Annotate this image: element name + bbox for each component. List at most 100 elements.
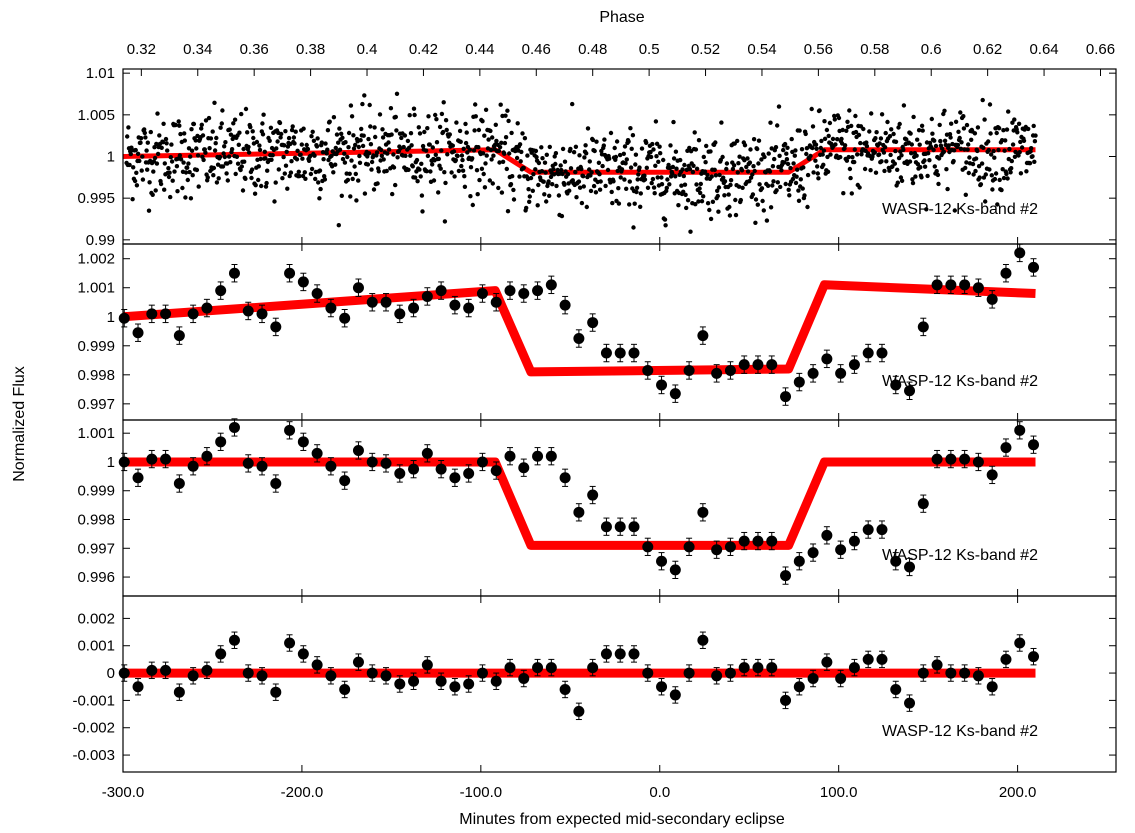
panel-residuals: -0.003 -0.002 -0.001 0 0.001 0.002 WASP-12 Ks-… [72,595,1117,773]
panel-frame [122,419,1117,597]
data-point [710,199,716,204]
data-point [220,108,225,113]
data-point [579,200,585,206]
data-point [228,421,240,433]
data-point [374,150,380,155]
data-point [846,154,851,160]
data-point [705,201,711,206]
data-point [434,140,440,145]
data-point [201,664,213,676]
data-point [191,121,197,127]
data-point [779,168,784,173]
data-point [959,279,971,291]
data-point [656,555,668,567]
data-point [425,126,430,131]
data-point [439,111,445,117]
data-point [160,140,166,145]
data-point [624,186,629,191]
data-point [544,199,549,204]
data-point [476,456,488,468]
data-point [246,144,251,150]
data-point [550,182,555,187]
data-point [751,164,756,169]
data-point [964,160,969,165]
data-point [624,157,629,162]
data-point [277,120,283,126]
data-point [770,183,775,188]
data-point [735,138,740,144]
data-point [917,142,922,147]
data-point [547,193,552,198]
data-point [174,164,180,169]
data-point [882,168,887,174]
data-point [232,117,238,122]
data-point [155,111,160,116]
data-point [463,121,468,127]
data-point [185,165,190,170]
data-point [464,130,469,135]
y-tick-label: 1.01 [86,65,115,82]
data-point [936,156,942,161]
data-point [784,157,790,162]
data-point [629,146,634,151]
data-point [203,150,208,155]
phase-tick-label: 0.54 [747,41,776,58]
data-point [419,193,425,198]
data-point [801,165,806,170]
data-point [435,285,447,297]
data-point [932,164,937,169]
data-point [154,141,159,147]
data-point [742,143,748,148]
data-point [882,145,888,150]
data-point [449,299,461,311]
data-point [636,172,641,177]
data-point [856,132,862,138]
data-point [357,153,362,159]
data-point [581,174,586,179]
data-point [394,308,406,320]
data-point [670,164,676,170]
data-point [242,305,254,317]
data-point [252,191,258,196]
data-point [337,147,343,152]
data-point [272,199,277,204]
data-point [776,104,782,109]
data-point [1000,442,1012,454]
data-point [765,183,771,188]
data-point [168,194,173,200]
data-point [187,460,199,472]
data-point [934,169,939,174]
data-point [724,166,729,172]
data-point [839,136,844,142]
data-point [386,147,392,152]
data-point [728,178,734,183]
data-point [439,148,444,153]
data-point [490,465,502,477]
data-point [937,122,942,128]
x-tick-label: -300.0 [102,784,145,801]
data-point [701,194,706,199]
y-tick-label: 0.999 [77,483,115,500]
data-point [752,535,764,547]
data-point [716,209,721,214]
data-point [173,478,185,490]
y-tick-label: 0.998 [77,367,115,384]
data-point [336,223,341,228]
data-point [952,148,957,153]
data-point [736,161,741,166]
data-point [876,524,888,536]
data-point [536,182,541,188]
data-point [841,191,846,196]
data-point [1028,149,1033,154]
data-point [436,190,441,195]
data-point [240,188,246,193]
data-point [390,191,395,197]
y-tick-label: 0.002 [77,610,115,627]
data-point [251,135,256,141]
data-point [511,187,516,193]
data-point [914,153,919,158]
data-point [212,148,218,153]
data-point [389,132,394,137]
data-point [744,164,749,170]
data-point [720,154,725,160]
